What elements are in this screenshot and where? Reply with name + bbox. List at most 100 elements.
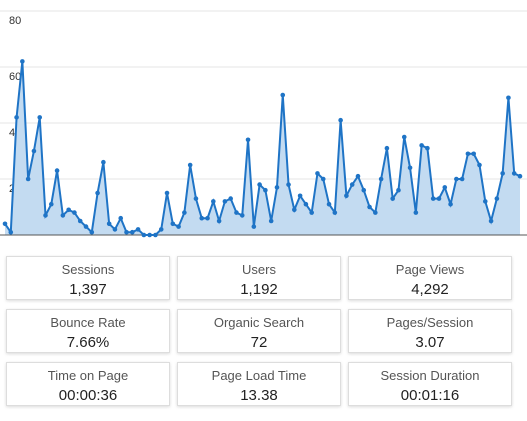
point: [54, 168, 60, 173]
metric-value: 4,292: [411, 281, 449, 298]
point: [228, 196, 233, 201]
metric-card: Page Views 4,292: [348, 256, 512, 300]
point: [20, 59, 25, 64]
metric-cards: Sessions 1,397 Users 1,192 Page Views 4,292 Bo…: [6, 256, 516, 406]
point: [482, 199, 488, 204]
point: [43, 213, 48, 218]
y-tick-label: 60: [9, 71, 21, 83]
metric-card: Page Load Time 13.38: [177, 362, 341, 406]
point: [292, 207, 297, 213]
point: [367, 204, 372, 210]
metric-value: 13.38: [240, 387, 278, 404]
point: [187, 162, 193, 168]
point: [199, 215, 205, 221]
metric-value: 3.07: [415, 334, 445, 351]
metric-card: Organic Search 72: [177, 309, 341, 353]
point: [31, 148, 37, 154]
point: [396, 187, 401, 193]
metric-label: Bounce Rate: [50, 315, 126, 330]
metric-label: Session Duration: [380, 368, 480, 383]
point: [37, 115, 43, 120]
metric-value: 00:01:16: [400, 387, 460, 404]
chart: 20406080: [0, 10, 527, 238]
point: [95, 190, 100, 196]
point: [164, 190, 170, 196]
point: [511, 171, 517, 176]
point: [141, 232, 147, 238]
point: [222, 199, 228, 204]
point: [274, 185, 280, 190]
metric-value: 00:00:36: [58, 387, 118, 404]
point: [8, 229, 14, 235]
point: [378, 176, 384, 182]
point: [320, 176, 326, 182]
metric-value: 1,397: [69, 281, 107, 298]
point: [234, 210, 239, 215]
point: [60, 213, 66, 218]
point: [14, 115, 19, 120]
point: [344, 193, 349, 199]
metric-label: Pages/Session: [386, 315, 474, 330]
point: [251, 224, 257, 229]
point: [425, 145, 430, 151]
point: [448, 201, 453, 207]
point: [124, 229, 129, 235]
point: [245, 137, 251, 143]
point: [442, 185, 448, 190]
point: [373, 210, 378, 215]
point: [349, 182, 355, 187]
point: [297, 193, 303, 199]
metric-card: Users 1,192: [177, 256, 341, 300]
point: [182, 210, 187, 215]
area: [5, 61, 520, 236]
point: [106, 221, 112, 227]
metric-label: Organic Search: [213, 315, 305, 330]
point: [211, 199, 216, 204]
point: [263, 187, 268, 193]
point: [193, 196, 199, 201]
point: [176, 224, 181, 229]
point: [454, 176, 459, 182]
metric-card: Time on Page 00:00:36: [6, 362, 170, 406]
point: [135, 227, 141, 232]
point: [83, 224, 89, 229]
point: [170, 221, 176, 227]
point: [419, 143, 424, 148]
point: [158, 227, 164, 232]
metric-value: 7.66%: [66, 334, 110, 351]
point: [517, 173, 523, 179]
point: [326, 201, 332, 207]
point: [216, 218, 222, 224]
point: [257, 182, 262, 187]
point: [77, 218, 83, 224]
point: [25, 176, 31, 182]
point: [332, 210, 338, 215]
metric-label: Page Views: [395, 262, 465, 277]
metric-label: Sessions: [61, 262, 115, 277]
point: [500, 171, 505, 176]
point: [477, 162, 482, 168]
point: [361, 187, 367, 193]
y-tick-label: 80: [9, 15, 21, 27]
point: [465, 151, 471, 157]
point: [153, 232, 158, 238]
point: [390, 196, 395, 201]
point: [66, 207, 71, 213]
metric-card: Pages/Session 3.07: [348, 309, 512, 353]
point: [205, 215, 210, 221]
point: [355, 173, 361, 179]
point: [268, 218, 274, 224]
point: [303, 201, 309, 207]
metric-value: 1,192: [240, 281, 278, 298]
point: [118, 215, 124, 221]
point: [459, 176, 465, 182]
point: [2, 221, 8, 227]
point: [315, 171, 320, 176]
point: [101, 159, 106, 165]
metric-label: Time on Page: [47, 368, 129, 383]
metric-value: 72: [250, 334, 268, 351]
metric-label: Users: [242, 262, 276, 277]
metric-card: Bounce Rate 7.66%: [6, 309, 170, 353]
point: [286, 182, 291, 187]
